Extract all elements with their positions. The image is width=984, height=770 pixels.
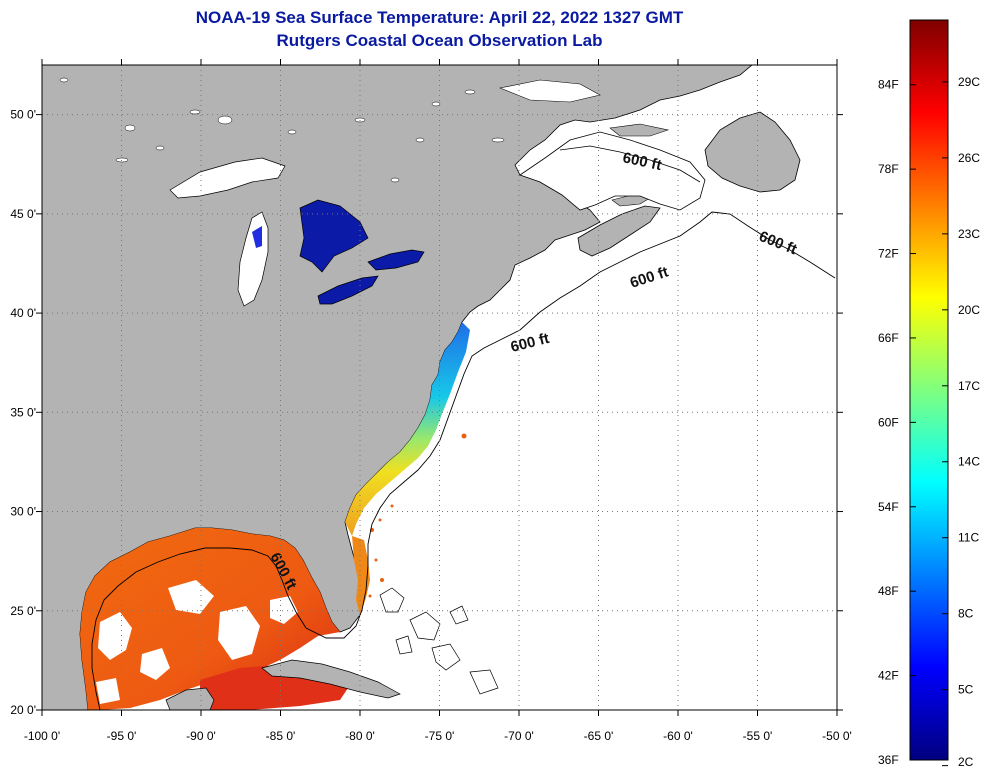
lon-tick-label: -100 0' — [24, 729, 60, 743]
colorbar-c-label: 5C — [958, 683, 974, 697]
colorbar-f-label: 60F — [878, 415, 899, 429]
colorbar-gradient — [909, 19, 949, 761]
lat-tick-label: 20 0' — [10, 703, 36, 717]
map-axes: -100 0' -95 0' -90 0' -85 0' -80 0' -75 0' -70… — [10, 59, 852, 743]
colorbar-c-label: 26C — [958, 151, 980, 165]
yucatan-land — [165, 687, 215, 710]
colorbar-c-label: 20C — [958, 303, 980, 317]
colorbar-c-label: 2C — [958, 755, 974, 769]
colorbar-f-label: 54F — [878, 500, 899, 514]
colorbar-f-label: 84F — [878, 78, 899, 92]
lake-michigan-sst — [252, 226, 262, 248]
colorbar-f-label: 78F — [878, 162, 899, 176]
lon-tick-label: -55 0' — [743, 729, 773, 743]
cloud-patches — [96, 580, 298, 704]
lon-tick-label: -50 0' — [822, 729, 852, 743]
colorbar-c-label: 8C — [958, 607, 974, 621]
map-title: NOAA-19 Sea Surface Temperature: April 2… — [195, 8, 684, 27]
colorbar-c-label: 17C — [958, 379, 980, 393]
lat-tick-label: 35 0' — [10, 405, 36, 419]
lake-superior — [169, 157, 286, 199]
colorbar-f-label: 48F — [878, 584, 899, 598]
lake-erie — [317, 275, 379, 305]
newfoundland-land — [704, 111, 801, 193]
isobath-gulf-st-lawrence — [559, 145, 701, 183]
lon-tick-label: -75 0' — [425, 729, 455, 743]
bay-water — [498, 79, 601, 103]
nova-scotia-land — [577, 205, 661, 257]
lat-tick-label: 50 0' — [10, 108, 36, 122]
lat-tick-label: 40 0' — [10, 306, 36, 320]
colorbar-f-label: 42F — [878, 669, 899, 683]
isobath-600ft — [91, 211, 836, 710]
gulf-st-lawrence — [519, 131, 706, 211]
lat-tick-label: 25 0' — [10, 604, 36, 618]
anticosti-land — [609, 123, 670, 137]
colorbar-f-label: 66F — [878, 331, 899, 345]
small-lakes — [59, 77, 505, 183]
lon-tick-label: -90 0' — [186, 729, 216, 743]
lake-huron — [299, 199, 369, 273]
bahamas-islands — [379, 587, 499, 695]
colorbar-c-label: 29C — [958, 75, 980, 89]
lat-tick-label: 30 0' — [10, 505, 36, 519]
lon-tick-label: -95 0' — [107, 729, 137, 743]
cuba-land — [261, 659, 401, 699]
lon-tick-label: -85 0' — [266, 729, 296, 743]
colorbar-f-label: 36F — [878, 753, 899, 767]
lon-tick-label: -60 0' — [663, 729, 693, 743]
lon-tick-label: -65 0' — [584, 729, 614, 743]
lake-ontario — [367, 249, 425, 271]
map-subtitle: Rutgers Coastal Ocean Observation Lab — [276, 31, 603, 50]
lon-tick-label: -80 0' — [345, 729, 375, 743]
east-coast-sst — [345, 322, 470, 536]
colorbar-ticks: 36F 42F 48F 54F 60F 66F 72F 78F 84F 2C 5C 8C 11C 14C 1… — [878, 75, 980, 769]
colorbar-f-label: 72F — [878, 247, 899, 261]
colorbar-c-label: 11C — [958, 531, 979, 545]
florida-east-sst — [352, 536, 370, 615]
lat-tick-label: 45 0' — [10, 207, 36, 221]
colorbar-c-label: 14C — [958, 455, 980, 469]
lon-tick-label: -70 0' — [504, 729, 534, 743]
colorbar-c-label: 23C — [958, 227, 980, 241]
